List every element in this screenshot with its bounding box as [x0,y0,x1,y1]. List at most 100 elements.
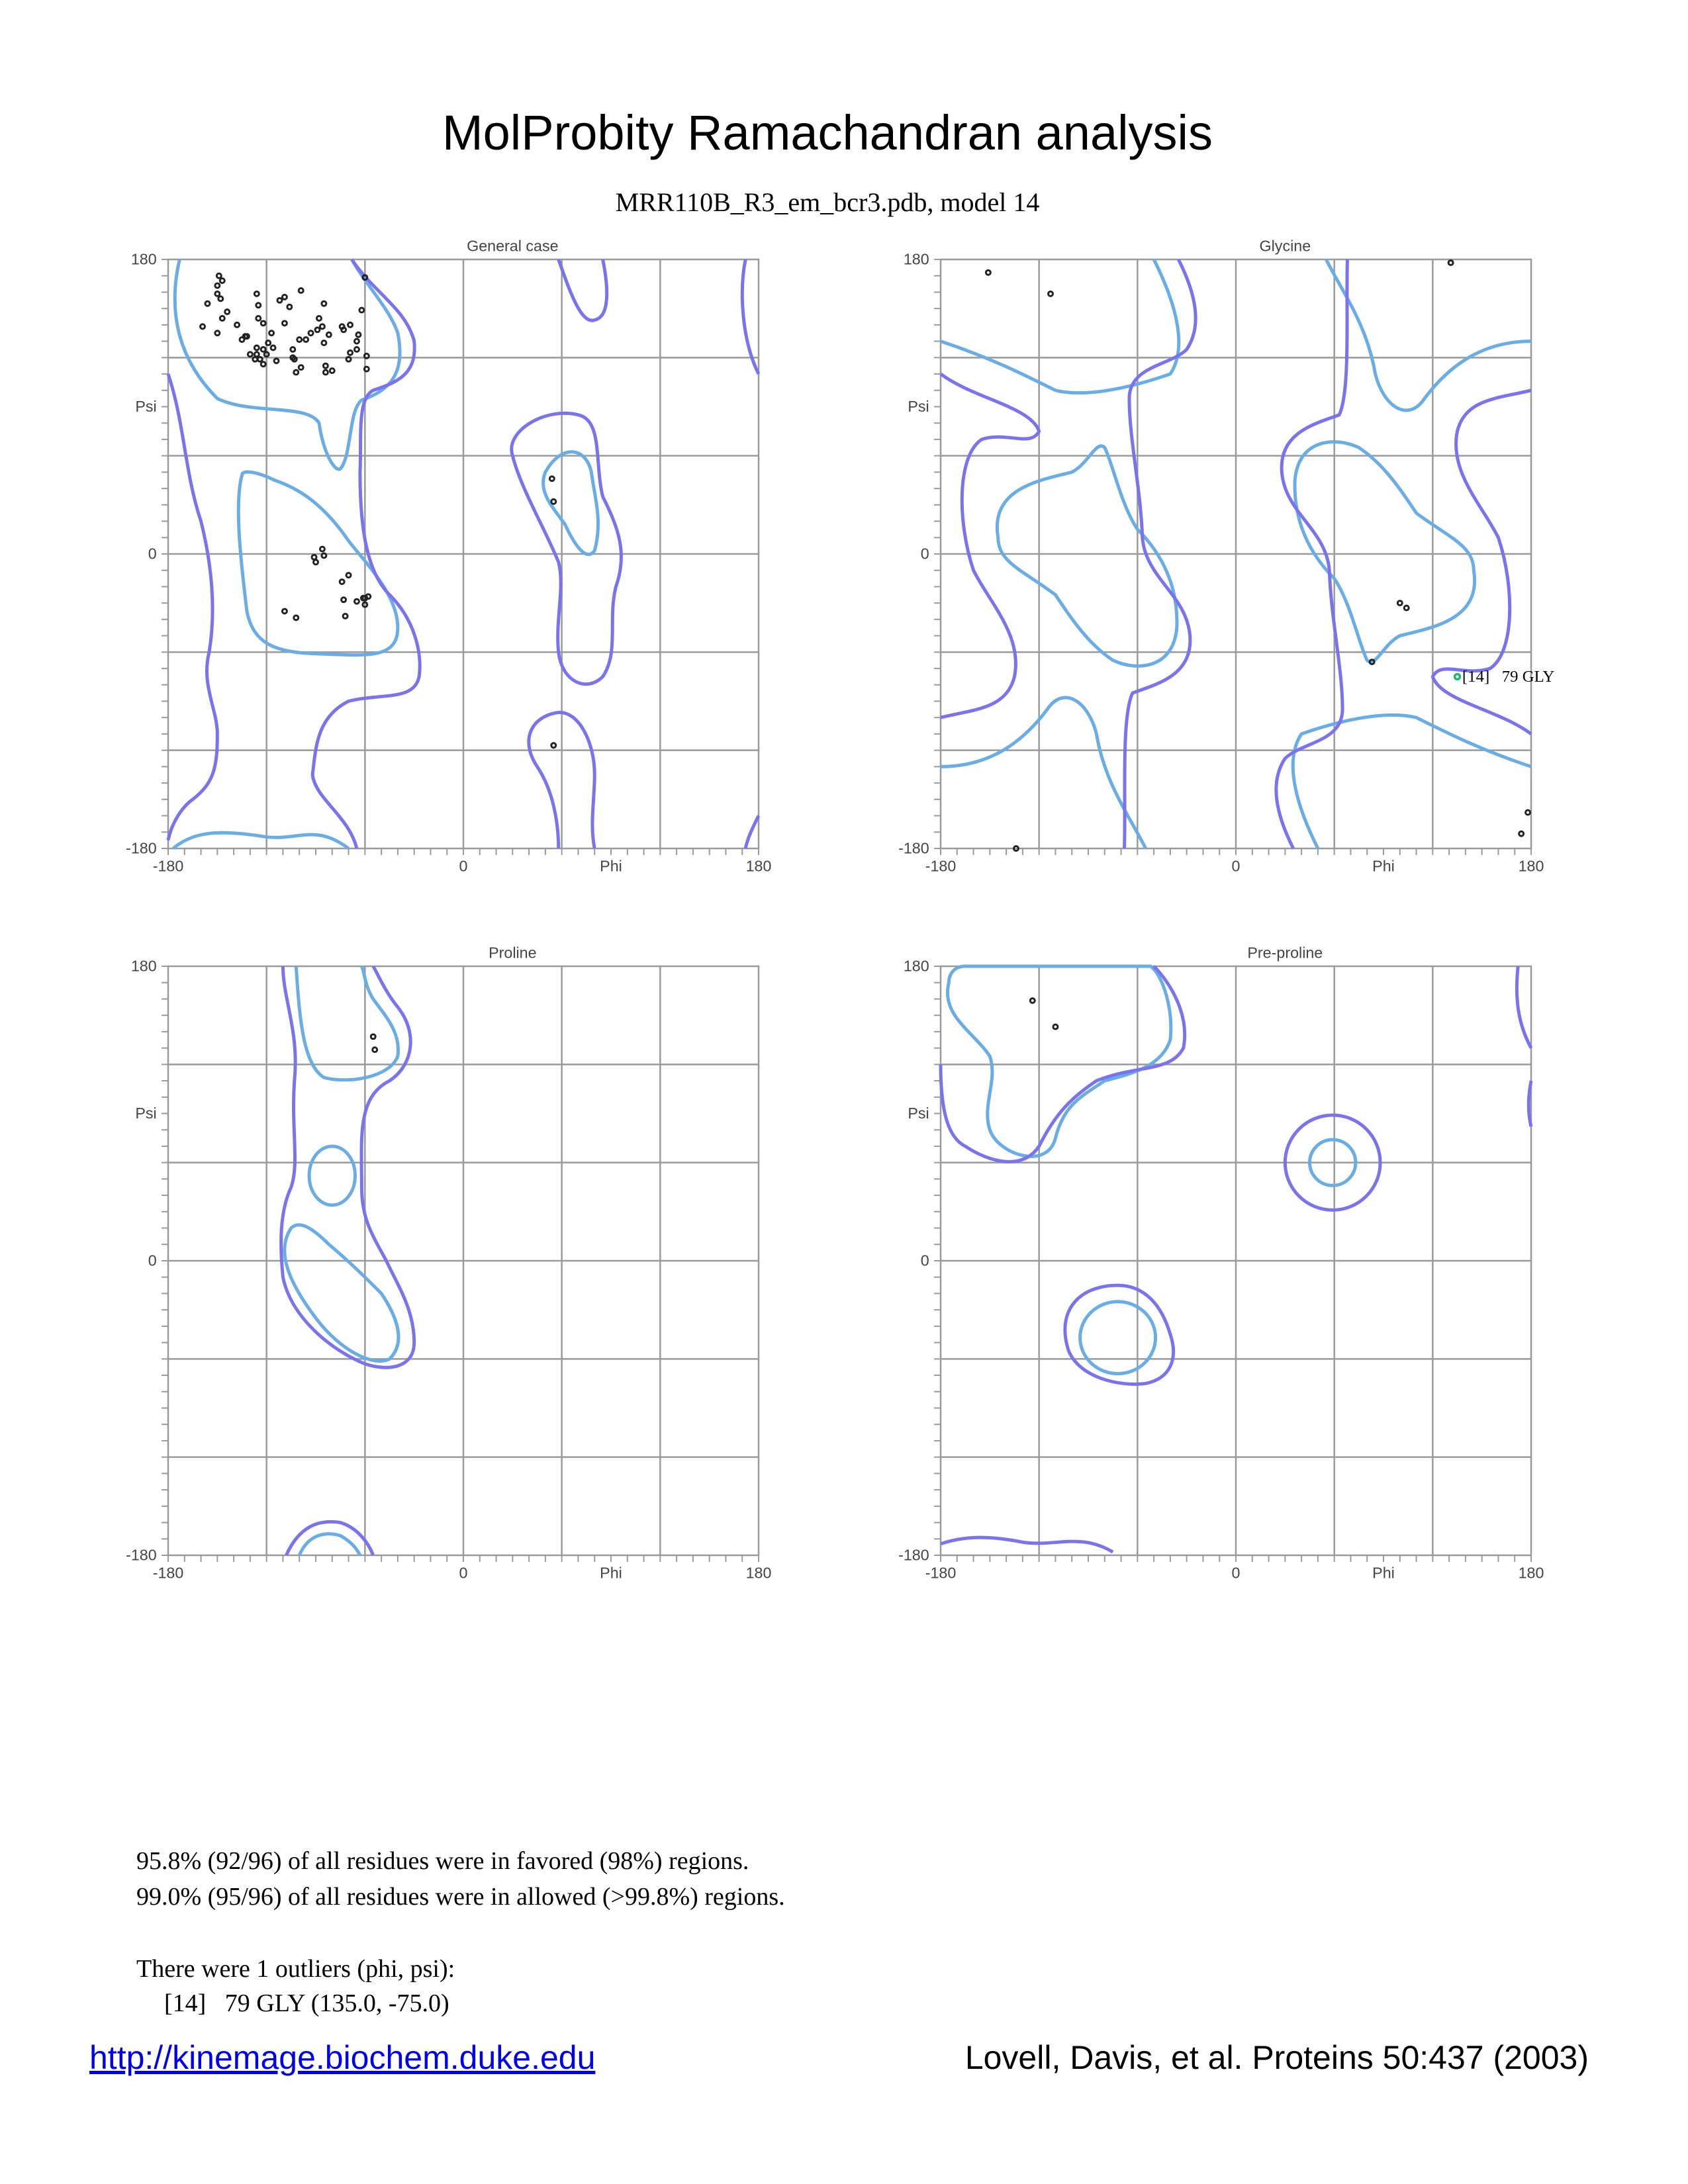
residue-point [254,352,259,357]
contours [941,966,1531,1552]
favored-contour [1326,259,1531,410]
panel-title: General case [467,238,558,255]
allowed-contour [941,374,1039,717]
residue-point [215,283,220,288]
allowed-contour [281,966,414,1367]
residue-point [342,328,346,332]
residue-point [299,289,303,293]
residue-point [256,316,261,321]
residue-point [1404,606,1409,610]
residue-point [986,270,990,275]
residue-point [359,308,364,312]
glycine-plot: [14] 79 GLY Glycine 180 Psi 0 -180 -180 0 Phi 18… [898,238,1554,875]
citation: Lovell, Davis, et al. Proteins 50:437 (2… [964,2039,1589,2076]
residue-point [343,614,348,618]
allowed-contour-main [312,259,420,848]
residue-point [261,347,265,352]
contours [281,966,414,1555]
panel-title: Pre-proline [1247,944,1323,962]
residue-point [323,363,328,368]
residue-point [292,357,297,361]
residue-point [340,580,344,584]
favored-contour [1295,442,1475,662]
residue-point [201,324,205,329]
favored-contour [997,446,1177,666]
page-subtitle: MRR110B_R3_em_bcr3.pdb, model 14 [615,187,1040,217]
residue-point [371,1034,375,1039]
y-tick-label: 180 [131,250,157,267]
residue-point [282,609,287,614]
y-tick-label: -180 [898,839,929,856]
general-case-plot: General case 180 Psi 0 -180 -180 0 Phi 180 [126,238,771,875]
allowed-contour [941,966,1185,1161]
y-tick-label: 180 [904,957,929,974]
panel-title: Proline [489,944,536,962]
y-tick-label: 0 [148,1251,157,1269]
favored-contour-left-alpha [543,452,598,555]
residue-point [320,324,324,329]
residue-point [282,321,287,326]
panel-title: Glycine [1260,238,1311,255]
residue-point [297,338,302,342]
favored-contour [947,966,1170,1156]
residue-point [253,357,258,361]
residue-point [354,599,359,604]
contours [168,259,759,848]
y-tick-label: -180 [126,839,157,856]
y-tick-label: 0 [921,545,929,562]
residue-point [294,615,299,620]
residue-point [364,367,369,371]
allowed-contour-bottom-middle [529,712,594,848]
residue-point [261,362,265,367]
outliers-header: There were 1 outliers (phi, psi): [136,1955,455,1983]
favored-contour [941,698,1146,848]
residue-point [218,296,223,301]
residue-point [346,573,351,578]
residue-point [316,316,321,321]
residue-point [551,743,556,748]
x-tick-label: 0 [459,1565,468,1582]
residue-point [277,298,282,302]
residue-point [216,273,221,278]
x-tick-label: 180 [746,858,772,875]
residue-point [220,279,224,283]
residue-point [261,321,265,326]
residue-point [269,331,274,336]
y-axis-label: Psi [908,1105,929,1122]
residue-point [291,347,295,352]
residue-point [323,370,328,375]
residue-point [342,598,346,602]
residue-point [274,359,279,363]
residue-point [363,275,367,280]
allowed-contour-left-alpha [512,413,622,684]
residue-point [304,338,308,342]
residue-point [240,338,244,342]
y-tick-label: 0 [921,1251,929,1269]
residue-point [287,304,292,309]
residue-point [299,365,303,370]
residue-point [363,602,367,607]
allowed-contour [941,1537,1113,1552]
x-axis-label: Phi [600,1565,622,1582]
favored-contour [1080,1302,1156,1374]
y-axis-label: Psi [135,1105,156,1122]
allowed-contour-top-middle [559,259,607,320]
residue-point [244,334,249,339]
residue-point [348,350,353,355]
allowed-contour [1065,1285,1174,1384]
allowed-summary: 99.0% (95/96) of all residues were in al… [136,1883,785,1911]
residue-point [282,295,287,299]
residue-point [551,499,556,504]
allowed-contour [1432,390,1531,734]
residue-point [220,316,224,321]
residue-point [1030,998,1035,1003]
allowed-contour-bottom-right [745,816,759,848]
residue-point [235,322,240,327]
residue-point [1370,660,1374,664]
residue-point [248,352,252,357]
favored-contour [285,1225,399,1361]
residue-point [1448,260,1453,265]
kinemage-link[interactable]: http://kinemage.biochem.duke.edu [89,2039,596,2076]
favored-contour [309,1146,355,1205]
x-tick-label: -180 [153,1565,184,1582]
